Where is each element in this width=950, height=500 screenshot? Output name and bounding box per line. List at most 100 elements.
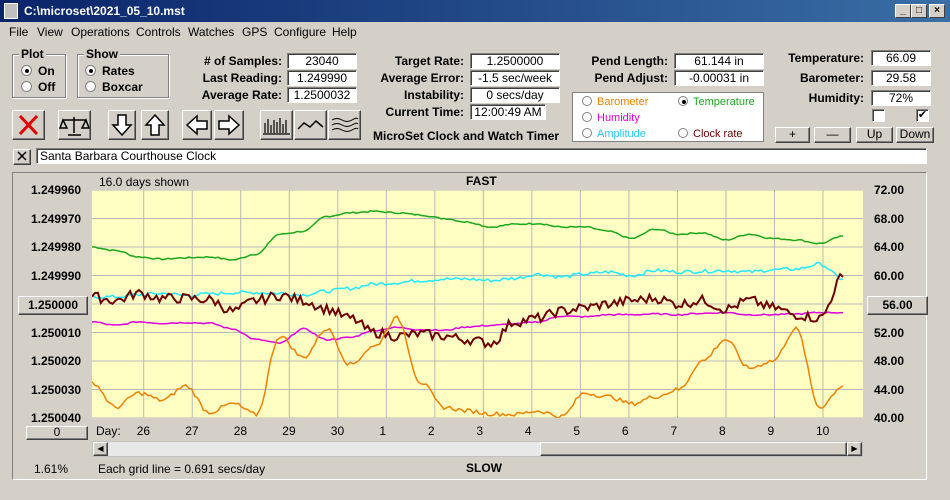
balance-button[interactable] xyxy=(58,110,91,140)
down-button[interactable]: Down xyxy=(896,127,934,143)
plot-off-radio[interactable]: Off xyxy=(21,80,55,94)
current-time-field: 12:00:49 AM xyxy=(470,104,546,120)
plot-on-radio[interactable]: On xyxy=(21,64,55,78)
radio-dot-icon xyxy=(85,65,96,76)
avg-rate-label: Average Rate: xyxy=(201,88,282,102)
target-rate-field: 1.2500000 xyxy=(470,53,560,69)
last-reading-field: 1.249990 xyxy=(287,70,357,86)
x-tick-label: 7 xyxy=(670,424,678,438)
multi-wave-icon xyxy=(331,117,359,132)
stop-button[interactable] xyxy=(12,110,45,140)
increase-button[interactable]: + xyxy=(775,127,810,143)
x-tick-label: 26 xyxy=(136,424,151,438)
radio-dot-icon xyxy=(582,128,592,138)
scroll-left-icon[interactable]: ◀ xyxy=(93,442,108,456)
display-barometer-radio[interactable]: Barometer xyxy=(582,96,648,108)
x-tick-label: 1 xyxy=(379,424,386,438)
show-group-title: Show xyxy=(84,47,120,61)
clock-name-input[interactable]: Santa Barbara Courthouse Clock xyxy=(36,148,927,164)
y-right-tick-label: 52.00 xyxy=(874,325,905,340)
y-right-tick-label: 40.00 xyxy=(874,411,905,425)
scrollbar-thumb[interactable] xyxy=(540,442,847,456)
minimize-button[interactable]: _ xyxy=(895,4,911,18)
show-boxcar-radio[interactable]: Boxcar xyxy=(85,80,143,94)
y-right-tick-label: 68.00 xyxy=(874,211,905,226)
barometer-field: 29.58 xyxy=(871,70,931,86)
arrow-left-icon xyxy=(185,114,208,136)
display-temperature-radio[interactable]: Temperature xyxy=(678,96,755,108)
horizontal-scrollbar[interactable]: ◀ ▶ xyxy=(92,441,863,457)
menu-configure[interactable]: Configure xyxy=(274,25,327,39)
barometer-label: Barometer: xyxy=(799,71,864,85)
y-right-tick-label: 48.00 xyxy=(874,354,905,368)
x-tick-label: 10 xyxy=(816,424,830,438)
clear-name-button[interactable] xyxy=(13,149,31,165)
arrow-down-button[interactable] xyxy=(108,110,136,140)
y-left-tick-label: 1.249980 xyxy=(31,240,82,254)
arrow-left-button[interactable] xyxy=(182,110,212,140)
current-time-label: Current Time: xyxy=(385,105,464,119)
menu-bar: File View Operations Controls Watches GP… xyxy=(0,22,950,42)
scroll-right-icon[interactable]: ▶ xyxy=(847,442,862,456)
maximize-button[interactable]: □ xyxy=(911,4,927,18)
arrow-up-button[interactable] xyxy=(141,110,169,140)
wave-view-button[interactable] xyxy=(294,110,327,140)
chart-svg xyxy=(91,189,863,420)
menu-watches[interactable]: Watches xyxy=(188,25,235,39)
instability-field: 0 secs/day xyxy=(470,87,560,103)
samples-label: # of Samples: xyxy=(203,54,282,68)
display-humidity-radio[interactable]: Humidity xyxy=(582,112,640,124)
left-scale-button[interactable]: 1.250000 xyxy=(18,296,88,315)
app-caption: MicroSet Clock and Watch Timer xyxy=(373,129,560,143)
radio-dot-icon xyxy=(85,81,96,92)
series-line-amplitude xyxy=(91,261,844,300)
humidity-field: 72% xyxy=(871,90,931,106)
menu-controls[interactable]: Controls xyxy=(136,25,181,39)
auto-checkbox-1[interactable] xyxy=(872,109,885,122)
slow-label: SLOW xyxy=(466,461,502,475)
days-shown-label: 16.0 days shown xyxy=(99,175,190,189)
y-right-tick-label: 44.00 xyxy=(874,382,905,397)
balance-scale-icon xyxy=(58,117,91,136)
bar-graph-icon xyxy=(263,118,290,135)
radio-dot-icon xyxy=(582,96,592,106)
up-button[interactable]: Up xyxy=(856,127,893,143)
offset-button[interactable]: 0 xyxy=(26,426,88,440)
arrow-right-button[interactable] xyxy=(214,110,244,140)
menu-file[interactable]: File xyxy=(9,25,29,39)
plot-group: Plot On Off xyxy=(12,47,66,98)
pend-length-label: Pend Length: xyxy=(591,54,668,68)
x-tick-label: 4 xyxy=(524,424,532,438)
humidity-label: Humidity: xyxy=(808,91,864,105)
y-right-tick-label: 64.00 xyxy=(874,240,905,254)
bars-view-button[interactable] xyxy=(260,110,293,140)
target-rate-label: Target Rate: xyxy=(394,54,464,68)
y-right-tick-label: 60.00 xyxy=(874,268,905,283)
menu-gps[interactable]: GPS xyxy=(242,25,268,39)
series-line-humidity xyxy=(91,311,844,345)
title-bar: C:\microset\2021_05_10.mst _ □ × xyxy=(0,0,950,22)
series-line-clock-rate xyxy=(91,272,844,350)
radio-dot-icon xyxy=(582,112,592,122)
menu-view[interactable]: View xyxy=(37,25,63,39)
auto-checkbox-2[interactable]: ✔ xyxy=(916,109,929,122)
menu-help[interactable]: Help xyxy=(332,25,357,39)
multi-wave-button[interactable] xyxy=(328,110,361,140)
x-tick-label: 3 xyxy=(476,424,484,438)
close-window-button[interactable]: × xyxy=(929,4,945,18)
x-tick-label: 2 xyxy=(427,424,435,438)
display-clock-rate-radio[interactable]: Clock rate xyxy=(678,128,743,140)
right-scale-button[interactable]: 56.00 xyxy=(867,296,928,315)
display-select-panel: Barometer Temperature Humidity Amplitude… xyxy=(572,92,764,142)
last-reading-label: Last Reading: xyxy=(202,71,282,85)
x-tick-label: 30 xyxy=(330,424,345,438)
instability-label: Instability: xyxy=(403,88,464,102)
decrease-button[interactable]: — xyxy=(814,127,851,143)
display-amplitude-radio[interactable]: Amplitude xyxy=(582,128,646,140)
temperature-field: 66.09 xyxy=(871,50,931,66)
pend-adjust-field: -0.00031 in xyxy=(674,70,764,86)
radio-dot-icon xyxy=(678,128,688,138)
show-rates-radio[interactable]: Rates xyxy=(85,64,135,78)
menu-operations[interactable]: Operations xyxy=(71,25,130,39)
wave-line-icon xyxy=(297,119,324,130)
